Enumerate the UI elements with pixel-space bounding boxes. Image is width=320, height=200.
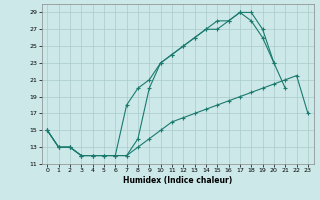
X-axis label: Humidex (Indice chaleur): Humidex (Indice chaleur)	[123, 176, 232, 185]
